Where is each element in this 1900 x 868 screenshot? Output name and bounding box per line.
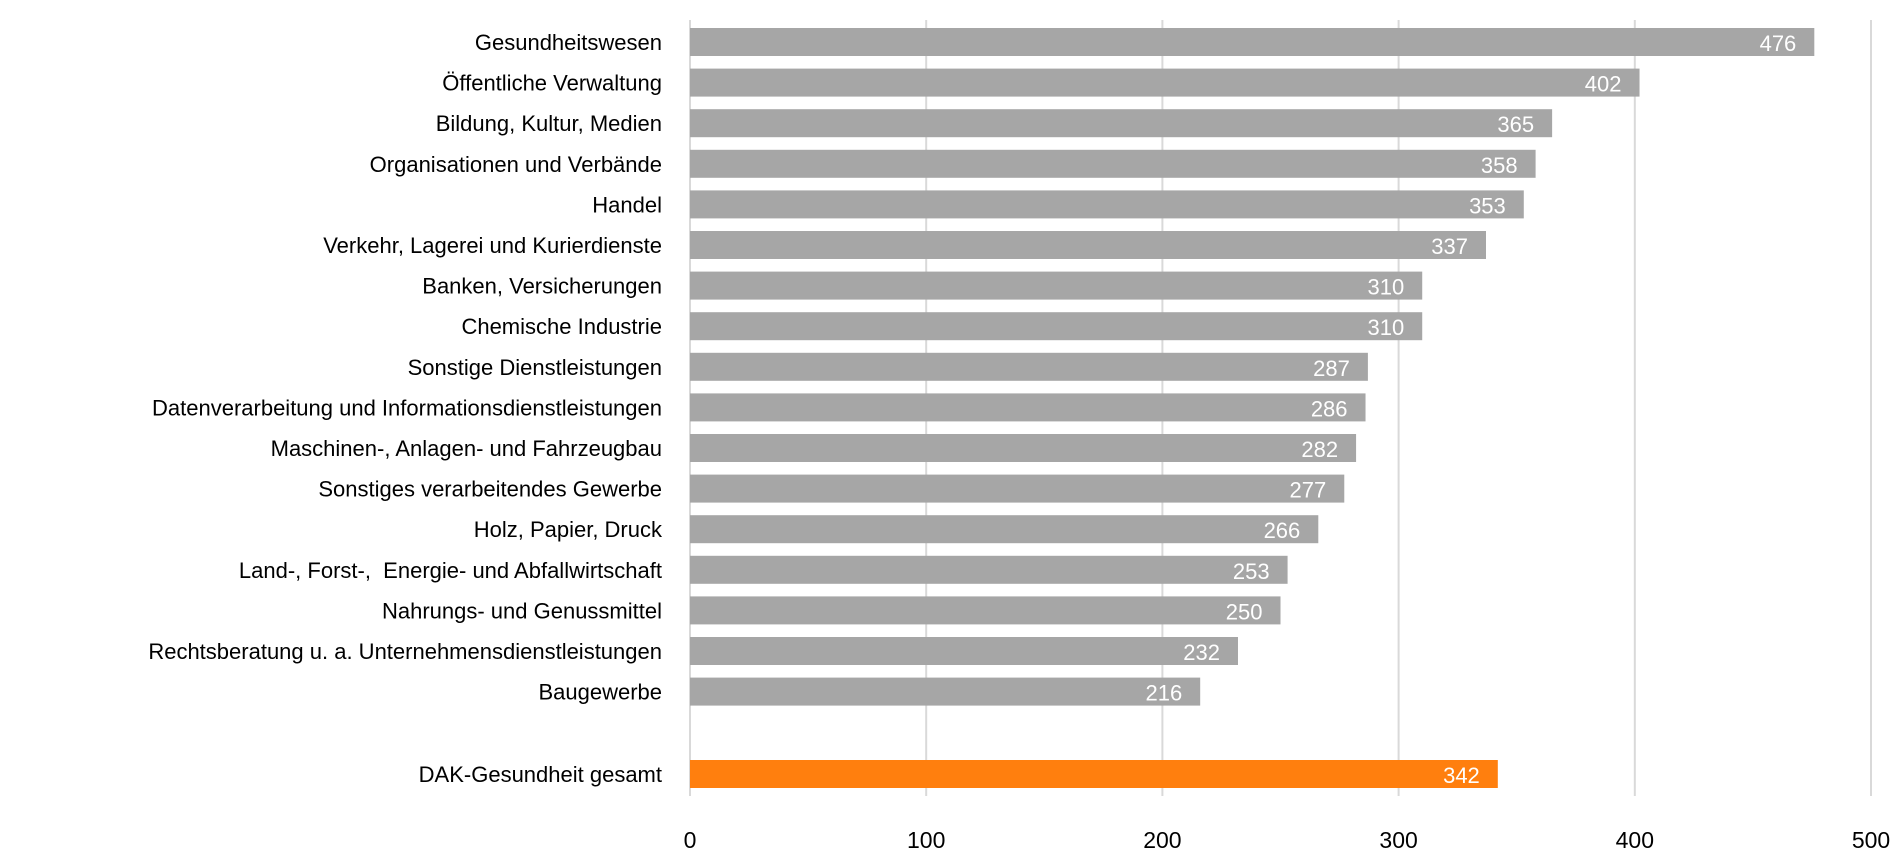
category-labels: Gesundheitswesen Öffentliche Verwaltung Bi… xyxy=(148,30,663,787)
category-label: Holz, Papier, Druck xyxy=(474,517,663,542)
bar-value-label: 253 xyxy=(1233,559,1270,584)
bar xyxy=(690,109,1553,138)
x-axis-ticks: 0 100 200 300 400 500 xyxy=(684,827,1891,853)
bar xyxy=(690,555,1288,584)
bar-value-label: 282 xyxy=(1301,437,1338,462)
category-label: Handel xyxy=(592,192,662,217)
category-label: DAK-Gesundheit gesamt xyxy=(419,762,662,787)
category-label: Maschinen-, Anlagen- und Fahrzeugbau xyxy=(271,436,662,461)
category-label: Land-, Forst-, Energie- und Abfallwirtsc… xyxy=(239,558,662,583)
bar-value-label: 353 xyxy=(1469,193,1506,218)
bar-value-label: 358 xyxy=(1481,153,1518,178)
category-label: Nahrungs- und Genussmittel xyxy=(382,598,662,623)
bar xyxy=(690,190,1524,219)
x-tick-label: 500 xyxy=(1852,827,1890,853)
bar-value-label: 216 xyxy=(1145,681,1182,706)
category-label: Organisationen und Verbände xyxy=(370,152,662,177)
x-tick-label: 400 xyxy=(1616,827,1654,853)
category-label: Gesundheitswesen xyxy=(475,30,662,55)
bar xyxy=(690,231,1486,259)
x-tick-label: 300 xyxy=(1379,827,1417,853)
bar xyxy=(690,149,1536,178)
bar-value-label: 310 xyxy=(1368,315,1405,340)
bar xyxy=(690,515,1319,544)
bar-value-label: 286 xyxy=(1311,396,1348,421)
bar xyxy=(690,68,1640,97)
bar-value-label: 476 xyxy=(1760,31,1797,56)
category-label: Verkehr, Lagerei und Kurierdienste xyxy=(323,233,662,258)
bar xyxy=(690,352,1368,381)
x-tick-label: 100 xyxy=(907,827,945,853)
category-label: Datenverarbeitung und Informationsdienst… xyxy=(152,395,662,420)
bar-value-label: 342 xyxy=(1443,763,1480,788)
bar-value-label: 310 xyxy=(1368,275,1405,300)
category-label: Baugewerbe xyxy=(538,680,662,705)
bar xyxy=(690,28,1815,56)
bar-value-label: 402 xyxy=(1585,72,1622,97)
bar-value-label: 232 xyxy=(1183,640,1220,665)
bar xyxy=(690,637,1238,665)
bar-value-label: 287 xyxy=(1313,356,1350,381)
category-label: Rechtsberatung u. a. Unternehmensdienstl… xyxy=(148,639,662,664)
x-tick-label: 200 xyxy=(1143,827,1181,853)
category-label: Banken, Versicherungen xyxy=(422,274,662,299)
category-label: Bildung, Kultur, Medien xyxy=(436,111,662,136)
bar-value-label: 266 xyxy=(1264,518,1301,543)
bar xyxy=(690,312,1423,341)
bar xyxy=(690,760,1498,788)
category-label: Sonstiges verarbeitendes Gewerbe xyxy=(318,477,662,502)
bar xyxy=(690,271,1423,300)
bar xyxy=(690,677,1201,706)
bar xyxy=(690,596,1281,625)
bar-value-label: 250 xyxy=(1226,599,1263,624)
bar xyxy=(690,434,1357,462)
x-tick-label: 0 xyxy=(684,827,697,853)
bar-value-label: 337 xyxy=(1431,234,1468,259)
bar xyxy=(690,393,1366,422)
bar-value-label: 277 xyxy=(1290,478,1327,503)
category-label: Chemische Industrie xyxy=(461,314,662,339)
bar-value-label: 365 xyxy=(1497,112,1534,137)
bar xyxy=(690,474,1345,503)
category-label: Sonstige Dienstleistungen xyxy=(408,355,662,380)
category-label: Öffentliche Verwaltung xyxy=(442,71,662,96)
